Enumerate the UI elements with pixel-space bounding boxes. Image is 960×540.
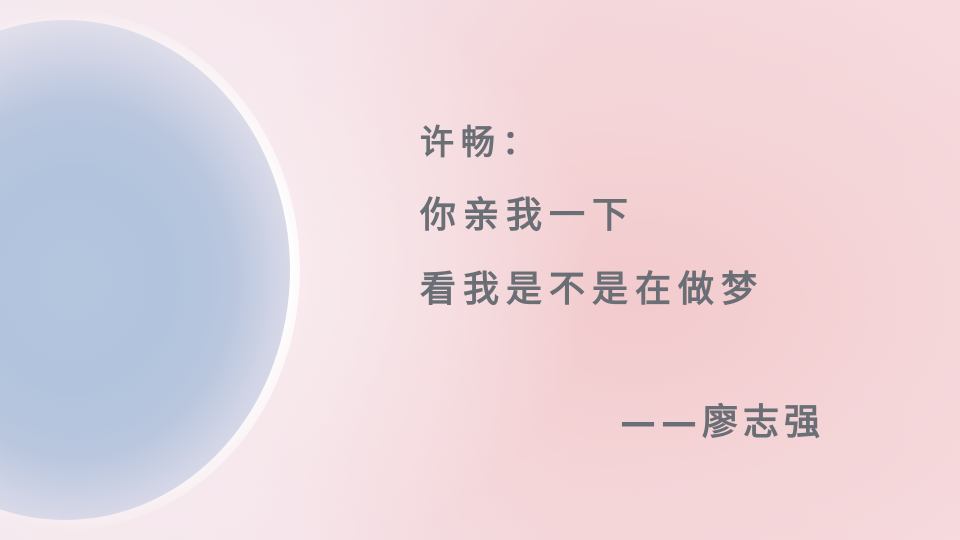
poem-attribution: ——廖志强 — [620, 402, 826, 443]
poem-addressee: 许畅： — [420, 123, 543, 163]
poem-block: 许畅： 你亲我一下 看我是不是在做梦 — [420, 126, 764, 308]
poem-line-2: 看我是不是在做梦 — [420, 269, 765, 310]
poem-line-1: 你亲我一下 — [420, 195, 636, 236]
